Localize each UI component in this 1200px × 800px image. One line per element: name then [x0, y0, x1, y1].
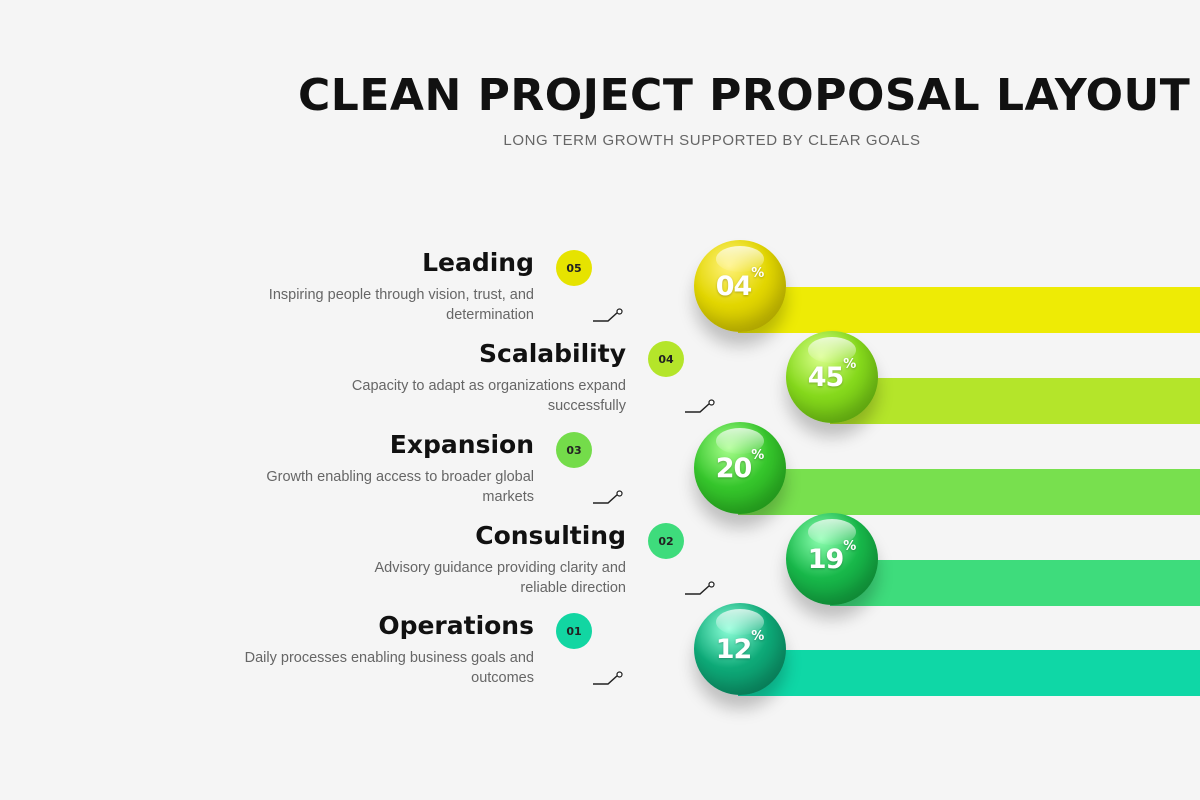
item-description-operations: Daily processes enabling business goals …	[244, 650, 534, 686]
ball-value-leading: 04	[715, 270, 753, 302]
connector-leading	[593, 308, 623, 322]
ball-scalability: 45%	[786, 331, 878, 423]
item-description-expansion: Growth enabling access to broader global…	[266, 469, 534, 505]
connector-scalability	[685, 399, 715, 413]
connector-consulting	[685, 581, 715, 595]
item-description-leading: Inspiring people through vision, trust, …	[268, 287, 534, 323]
ball-value-operations: 12	[715, 633, 753, 665]
text-block-expansion: Expansion Growth enabling access to broa…	[244, 430, 534, 520]
percent-sign-expansion: %	[751, 448, 765, 463]
item-description-consulting: Advisory guidance providing clarity and …	[374, 560, 626, 596]
ball-value-consulting: 19	[807, 543, 845, 575]
number-badge-operations: 01	[556, 613, 592, 649]
number-badge-leading: 05	[556, 250, 592, 286]
ball-operations: 12%	[694, 603, 786, 695]
number-badge-consulting: 02	[648, 523, 684, 559]
number-badge-scalability: 04	[648, 341, 684, 377]
item-heading-operations: Operations	[378, 611, 534, 640]
percent-sign-scalability: %	[843, 357, 857, 372]
percent-sign-operations: %	[751, 629, 765, 644]
band-expansion	[738, 469, 1200, 515]
item-heading-expansion: Expansion	[389, 430, 534, 459]
percent-sign-leading: %	[751, 266, 765, 281]
percent-sign-consulting: %	[843, 539, 857, 554]
ball-value-expansion: 20	[715, 452, 753, 484]
text-block-consulting: Consulting Advisory guidance providing c…	[336, 521, 626, 611]
band-scalability	[830, 378, 1200, 424]
ball-consulting: 19%	[786, 513, 878, 605]
connector-expansion	[593, 490, 623, 504]
ball-value-scalability: 45	[807, 361, 845, 393]
text-block-scalability: Scalability Capacity to adapt as organiz…	[336, 339, 626, 429]
band-consulting	[830, 560, 1200, 606]
page-title: CLEAN PROJECT PROPOSAL LAYOUT	[298, 70, 1191, 121]
number-badge-expansion: 03	[556, 432, 592, 468]
item-heading-consulting: Consulting	[475, 521, 626, 550]
item-description-scalability: Capacity to adapt as organizations expan…	[351, 378, 626, 414]
item-heading-leading: Leading	[422, 248, 534, 277]
text-block-leading: Leading Inspiring people through vision,…	[244, 248, 534, 338]
ball-leading: 04%	[694, 240, 786, 332]
band-leading	[738, 287, 1200, 333]
page-subtitle: LONG TERM GROWTH SUPPORTED BY CLEAR GOAL…	[503, 132, 921, 149]
text-block-operations: Operations Daily processes enabling busi…	[244, 611, 534, 701]
item-heading-scalability: Scalability	[479, 339, 626, 368]
connector-operations	[593, 671, 623, 685]
ball-expansion: 20%	[694, 422, 786, 514]
band-operations	[738, 650, 1200, 696]
